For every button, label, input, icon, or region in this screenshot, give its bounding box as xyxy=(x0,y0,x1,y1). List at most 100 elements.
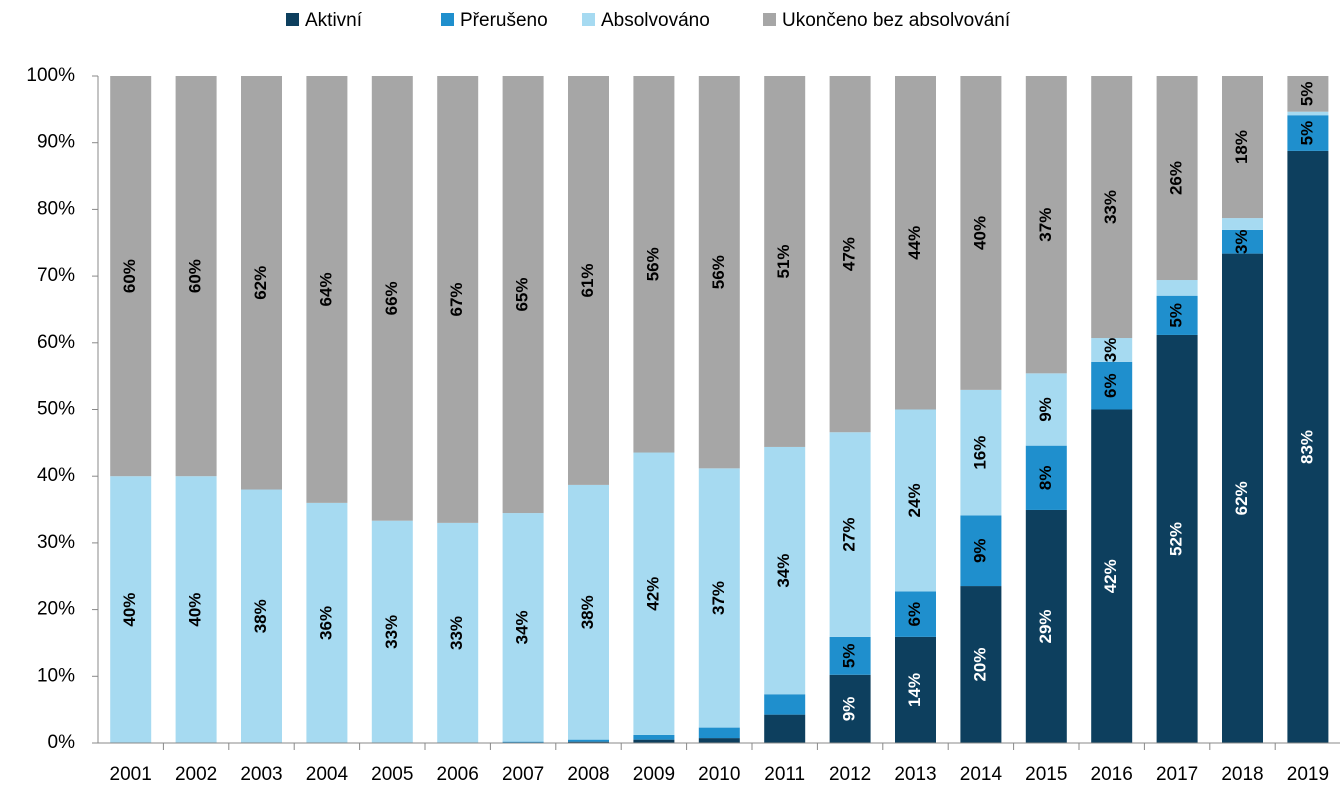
legend: Aktivní Přerušeno Absolvováno Ukončeno bez … xyxy=(286,10,1011,31)
bar-segment xyxy=(568,484,609,740)
legend-swatch xyxy=(441,13,454,26)
value-label: 56% xyxy=(709,255,728,289)
bar-segment xyxy=(633,734,675,740)
bar-segment xyxy=(895,76,936,410)
legend-swatch xyxy=(763,13,776,26)
value-label: 3% xyxy=(1101,338,1120,363)
x-tick-label: 2015 xyxy=(1025,764,1067,785)
y-tick-label: 50% xyxy=(37,399,75,420)
legend-swatch xyxy=(582,13,595,26)
value-label: 33% xyxy=(1101,190,1120,224)
x-tick-label: 2008 xyxy=(567,764,609,785)
bar-segment xyxy=(568,741,609,743)
bar-segment xyxy=(1222,218,1263,230)
bar-segment xyxy=(764,446,806,695)
x-tick-label: 2004 xyxy=(306,764,349,785)
x-tick-label: 2014 xyxy=(960,764,1003,785)
value-label: 6% xyxy=(905,602,924,627)
value-label: 83% xyxy=(1297,430,1316,464)
value-label: 60% xyxy=(186,259,205,293)
bar-segment xyxy=(110,76,152,477)
bar-segment xyxy=(764,694,806,715)
value-label: 14% xyxy=(905,673,924,707)
value-label: 60% xyxy=(120,259,139,293)
value-label: 8% xyxy=(1036,466,1055,491)
bar-segment xyxy=(633,76,675,453)
bar-segment xyxy=(829,432,871,637)
bar-segment xyxy=(764,714,806,743)
bar-segment xyxy=(306,76,348,503)
bar-segment xyxy=(895,409,936,592)
value-label: 40% xyxy=(120,593,139,627)
bar-segment xyxy=(1025,76,1067,374)
bar-segment xyxy=(1091,76,1133,339)
value-label: 16% xyxy=(970,436,989,470)
x-tick-label: 2019 xyxy=(1287,764,1329,785)
value-label: 9% xyxy=(840,697,859,722)
x-tick-label: 2006 xyxy=(437,764,479,785)
value-label: 66% xyxy=(382,281,401,315)
value-label: 61% xyxy=(578,263,597,297)
bar-segment xyxy=(633,452,675,735)
y-tick-label: 70% xyxy=(37,265,75,286)
y-tick-label: 60% xyxy=(37,332,75,353)
value-label: 37% xyxy=(709,581,728,615)
value-label: 24% xyxy=(905,483,924,517)
bar-segment xyxy=(1156,334,1198,743)
value-label: 6% xyxy=(1101,373,1120,398)
legend-label: Přerušeno xyxy=(460,10,548,31)
value-label: 5% xyxy=(1167,303,1186,328)
bar-segment xyxy=(371,76,413,521)
bar-segment xyxy=(960,586,1002,743)
value-label: 40% xyxy=(186,593,205,627)
bar-segment xyxy=(895,591,936,637)
bar-segment xyxy=(1091,409,1133,743)
value-label: 42% xyxy=(643,577,662,611)
x-tick-label: 2002 xyxy=(175,764,217,785)
y-tick-label: 30% xyxy=(37,532,75,553)
bar-segment xyxy=(175,476,217,743)
value-label: 64% xyxy=(316,272,335,306)
y-tick-label: 10% xyxy=(37,665,75,686)
value-label: 5% xyxy=(1297,121,1316,146)
value-label: 36% xyxy=(316,606,335,640)
x-tick-label: 2016 xyxy=(1091,764,1133,785)
bar-segment xyxy=(1287,115,1329,151)
x-tick-label: 2011 xyxy=(764,764,805,785)
bar-segment xyxy=(1222,253,1263,743)
bar-segment xyxy=(1222,229,1263,254)
bar-segment xyxy=(960,515,1002,587)
bar-segment xyxy=(502,513,544,742)
value-label: 65% xyxy=(513,278,532,312)
bar-segment xyxy=(698,468,740,728)
bar-segment xyxy=(829,674,871,743)
x-tick-label: 2001 xyxy=(110,764,152,785)
value-label: 51% xyxy=(774,244,793,278)
bar-segment xyxy=(1287,150,1329,743)
bar-segment xyxy=(829,76,871,433)
bar-segment xyxy=(960,76,1002,390)
bar-segment xyxy=(502,741,544,743)
bar-segment xyxy=(568,76,609,485)
bar-segment xyxy=(306,502,348,743)
value-label: 38% xyxy=(578,595,597,629)
bar-segment xyxy=(110,476,152,743)
value-label: 33% xyxy=(447,616,466,650)
x-tick-label: 2010 xyxy=(698,764,740,785)
bar-segment xyxy=(1287,76,1329,112)
value-label: 9% xyxy=(970,538,989,563)
legend-label: Absolvováno xyxy=(601,10,710,31)
value-label: 29% xyxy=(1036,609,1055,643)
bar-segment xyxy=(437,522,479,743)
value-label: 47% xyxy=(840,237,859,271)
bar-segment xyxy=(1091,361,1133,410)
bar-segment xyxy=(502,76,544,514)
bar-segment xyxy=(437,76,479,523)
value-label: 44% xyxy=(905,226,924,260)
value-label: 5% xyxy=(1297,82,1316,107)
bar-segment xyxy=(960,389,1002,516)
y-tick-label: 90% xyxy=(37,132,75,153)
bar-segment xyxy=(764,76,806,447)
x-tick-label: 2009 xyxy=(633,764,675,785)
